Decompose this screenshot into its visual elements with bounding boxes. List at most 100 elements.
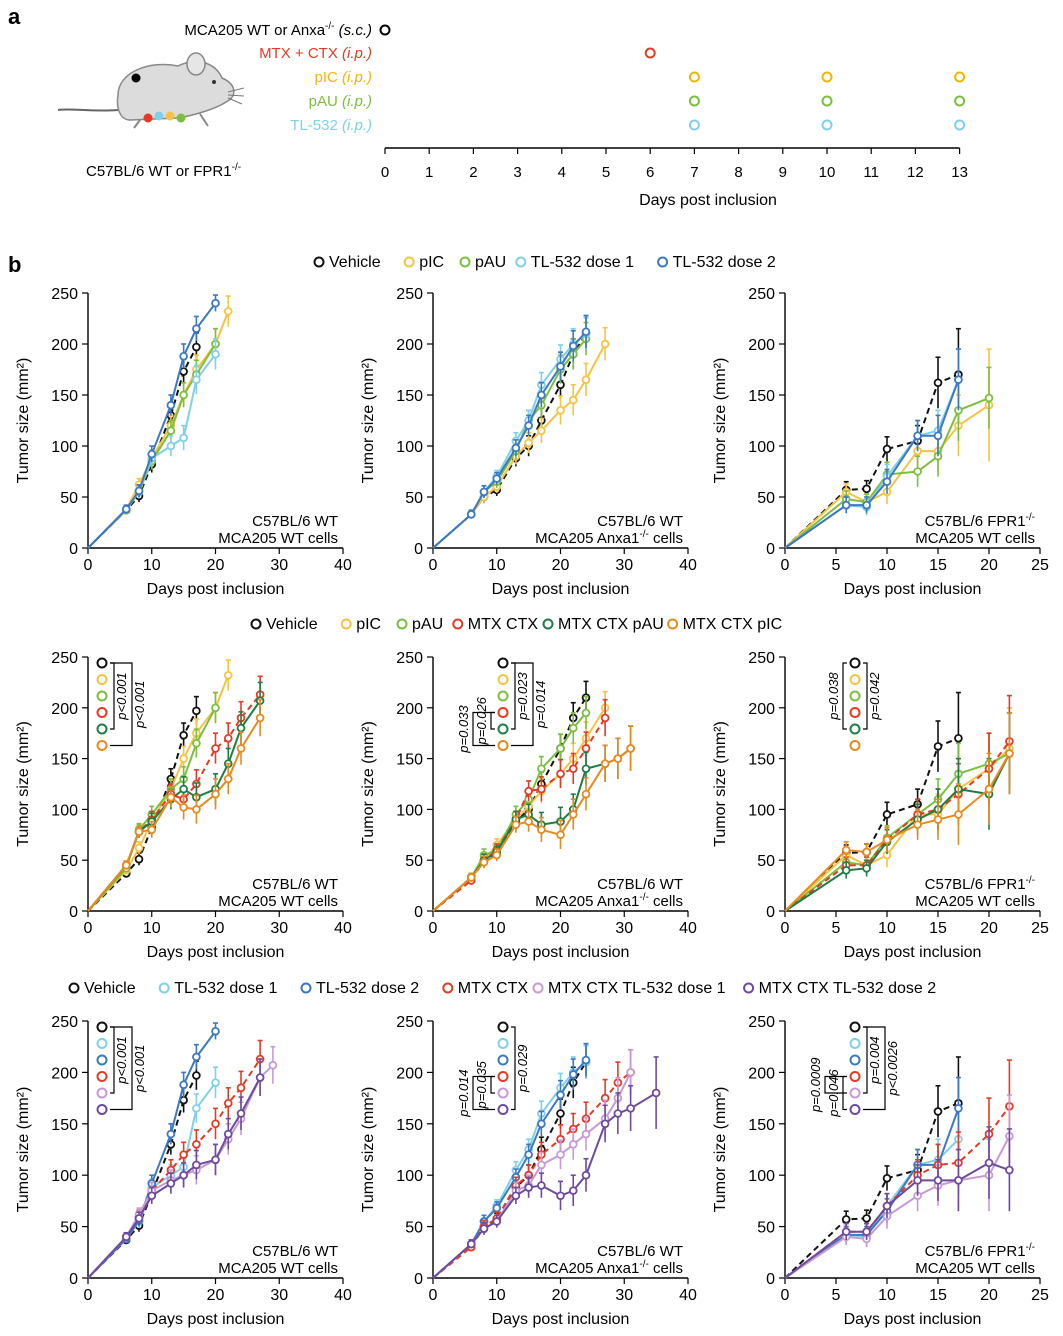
dose-marker <box>688 119 700 131</box>
data-point <box>134 1214 144 1223</box>
data-point <box>537 764 546 774</box>
data-point <box>1005 749 1014 758</box>
x-tick-label: 20 <box>552 557 570 574</box>
mouse-illustration <box>57 52 245 129</box>
x-axis-label: Days post inclusion <box>492 581 630 598</box>
x-tick-label: 25 <box>1031 557 1049 574</box>
strain-annotation: C57BL/6 WT <box>597 1243 683 1260</box>
group-marker <box>497 1104 509 1115</box>
data-point <box>954 375 963 385</box>
data-point <box>479 1224 489 1233</box>
timeline-row-label: pAU (i.p.) <box>309 93 372 110</box>
data-point <box>913 820 922 829</box>
data-point <box>166 426 176 436</box>
group-marker <box>497 657 509 669</box>
data-point <box>192 739 201 748</box>
series-pIC <box>87 295 233 549</box>
p-value-label: p<0.001 <box>132 1045 147 1093</box>
annotation-sup: -/- <box>639 892 648 903</box>
data-point <box>556 830 565 840</box>
timeline-row-label: TL-532 (i.p.) <box>290 117 372 134</box>
data-point <box>147 1191 157 1201</box>
data-point <box>600 1119 610 1129</box>
x-tick-label: 15 <box>929 1287 947 1304</box>
data-point <box>862 864 871 873</box>
y-tick-label: 250 <box>396 286 423 303</box>
data-point <box>179 784 188 794</box>
p-value-label: p=0.035 <box>474 1060 489 1109</box>
x-tick-label: 25 <box>1031 1287 1049 1304</box>
x-tick-label: 40 <box>334 920 352 937</box>
group-marker <box>849 1054 861 1066</box>
group-marker <box>497 1021 509 1033</box>
significance-bracket <box>511 1026 516 1111</box>
group-marker <box>96 723 108 735</box>
x-tick-label: 40 <box>679 557 697 574</box>
dose-marker <box>954 71 966 83</box>
group-marker <box>96 1038 108 1049</box>
group-marker <box>849 657 861 669</box>
row-label-text: pAU <box>309 93 338 110</box>
data-point <box>600 339 610 349</box>
data-point <box>954 733 963 743</box>
data-point <box>524 421 533 430</box>
data-point <box>268 1060 278 1070</box>
data-point <box>537 1160 546 1170</box>
significance-bracket <box>863 1026 886 1111</box>
group-marker-list <box>497 1021 509 1115</box>
data-point <box>166 441 176 451</box>
significance-bracket <box>490 1075 495 1094</box>
x-tick-label: 20 <box>552 920 570 937</box>
group-marker <box>849 690 861 702</box>
data-point <box>166 1179 176 1188</box>
data-point <box>984 784 994 794</box>
group-marker <box>96 740 108 751</box>
row-label-text: pIC <box>314 69 338 86</box>
group-marker-list <box>96 1021 108 1115</box>
annotation-text: cells <box>649 530 683 547</box>
y-tick-label: 100 <box>748 802 775 819</box>
y-tick-label: 150 <box>748 752 775 769</box>
data-point <box>236 744 246 753</box>
data-point <box>192 1071 201 1080</box>
x-tick-label: 30 <box>615 920 633 937</box>
data-point <box>524 817 533 826</box>
significance-bracket <box>842 1075 847 1111</box>
x-tick-label: 10 <box>143 1287 161 1304</box>
data-point <box>581 375 591 385</box>
data-point <box>862 1214 871 1223</box>
x-tick-label: 5 <box>832 557 841 574</box>
data-point <box>192 324 201 334</box>
data-point <box>524 1183 533 1192</box>
x-axis-label: Days post inclusion <box>492 944 630 961</box>
data-point <box>556 1109 565 1118</box>
annotation-sup: -/- <box>639 529 648 540</box>
data-point <box>223 774 233 784</box>
row-label-text: TL-532 <box>290 117 338 134</box>
strain-annotation: C57BL/6 WT <box>252 876 338 893</box>
data-point <box>192 1140 201 1149</box>
legend-label: Vehicle <box>84 980 136 997</box>
data-point <box>192 1160 201 1170</box>
data-point <box>492 474 502 483</box>
x-tick-label: 20 <box>980 920 998 937</box>
data-point <box>984 1158 994 1168</box>
row-label-text: MTX + CTX <box>259 45 338 62</box>
strain-annotation: MCA205 WT cells <box>915 530 1035 547</box>
data-point <box>223 733 233 743</box>
series-pAU <box>87 327 220 549</box>
x-tick-label: 10 <box>143 920 161 937</box>
y-tick-label: 50 <box>60 490 78 507</box>
data-point <box>466 1239 476 1249</box>
series-mtx_tl2 <box>784 1126 1014 1279</box>
legend-marker <box>542 618 554 630</box>
group-marker-list <box>497 657 509 751</box>
x-tick-label: 25 <box>1031 920 1049 937</box>
x-tick-label: 20 <box>980 1287 998 1304</box>
data-point <box>626 1068 635 1077</box>
data-point <box>613 754 623 763</box>
x-tick-label: 5 <box>832 920 841 937</box>
legend-marker <box>340 618 352 630</box>
series-mtx_pic <box>784 712 1014 912</box>
y-axis-label: Tumor size (mm²) <box>15 358 32 484</box>
